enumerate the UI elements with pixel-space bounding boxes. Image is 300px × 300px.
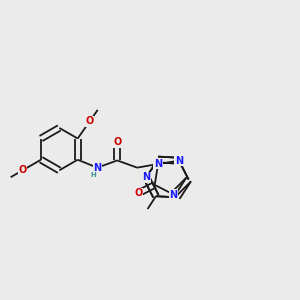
Text: O: O (113, 137, 122, 147)
Text: N: N (93, 163, 101, 173)
Text: N: N (169, 190, 178, 200)
Text: O: O (86, 116, 94, 126)
Text: O: O (135, 188, 143, 198)
Text: O: O (19, 165, 27, 175)
Text: H: H (91, 172, 96, 178)
Text: N: N (154, 159, 162, 169)
Text: N: N (142, 172, 150, 182)
Text: N: N (154, 159, 162, 169)
Text: N: N (175, 156, 183, 166)
